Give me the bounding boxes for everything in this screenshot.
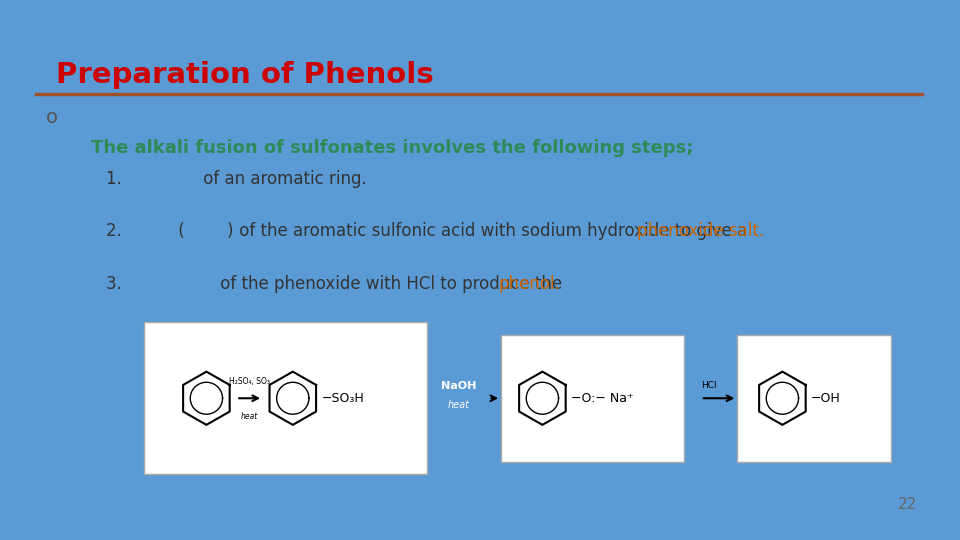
Text: (: ( (173, 222, 184, 240)
Text: 22: 22 (898, 497, 917, 512)
Text: phenol.: phenol. (498, 275, 560, 293)
Text: −OH: −OH (810, 392, 840, 405)
Text: −O:− Na⁺: −O:− Na⁺ (571, 392, 634, 405)
Text: heat: heat (448, 400, 469, 410)
Text: of the phenoxide with HCl to produce the: of the phenoxide with HCl to produce the (215, 275, 567, 293)
Text: The alkali fusion of sulfonates involves the following steps;: The alkali fusion of sulfonates involves… (91, 139, 693, 157)
Text: ): ) (227, 222, 233, 240)
Text: o: o (46, 109, 58, 127)
Text: 3.: 3. (106, 275, 127, 293)
Text: phenoxide salt.: phenoxide salt. (637, 222, 764, 240)
Text: Melting: Melting (123, 222, 184, 240)
Text: −SO₃H: −SO₃H (322, 392, 365, 405)
Text: HCl: HCl (701, 381, 716, 390)
Text: Sulfonation: Sulfonation (123, 170, 217, 188)
Bar (429, 341, 489, 450)
Text: Acidification: Acidification (127, 275, 228, 293)
Bar (144, 322, 427, 474)
Bar (737, 335, 891, 462)
Text: NaOH: NaOH (442, 381, 476, 391)
Text: fusion: fusion (186, 222, 236, 240)
Text: 1.: 1. (106, 170, 127, 188)
Text: of an aromatic ring.: of an aromatic ring. (198, 170, 367, 188)
Text: The Alkali Fusion of Sulfonates: The Alkali Fusion of Sulfonates (69, 109, 408, 127)
Text: Preparation of Phenols: Preparation of Phenols (56, 61, 433, 89)
Text: of the aromatic sulfonic acid with sodium hydroxide to give a: of the aromatic sulfonic acid with sodiu… (234, 222, 753, 240)
Text: heat: heat (241, 411, 258, 421)
Bar (501, 335, 684, 462)
Text: H₂SO₄, SO₃: H₂SO₄, SO₃ (229, 377, 270, 386)
Text: 2.: 2. (106, 222, 127, 240)
